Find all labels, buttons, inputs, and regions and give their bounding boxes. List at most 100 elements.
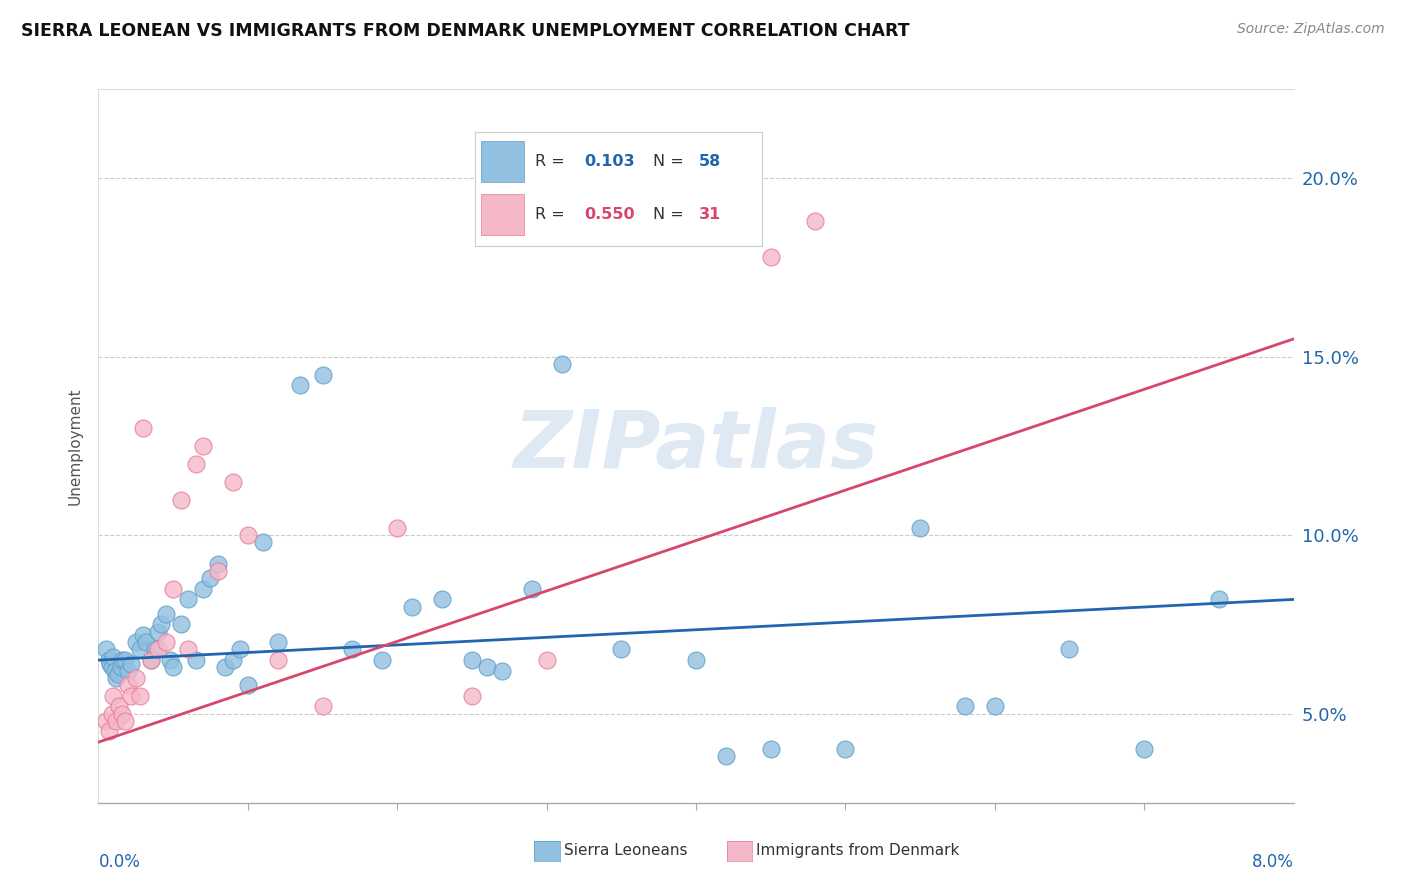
Point [184, 653, 207, 667]
Text: Immigrants from Denmark: Immigrants from Denmark [756, 844, 960, 858]
Point [139, 653, 162, 667]
Point [129, 642, 152, 657]
Text: N =: N = [652, 207, 689, 222]
Point [148, 642, 170, 657]
Point [120, 689, 142, 703]
Point [132, 421, 155, 435]
Point [491, 664, 513, 678]
Point [222, 475, 245, 489]
Point [461, 689, 484, 703]
Point [953, 699, 976, 714]
Text: SIERRA LEONEAN VS IMMIGRANTS FROM DENMARK UNEMPLOYMENT CORRELATION CHART: SIERRA LEONEAN VS IMMIGRANTS FROM DENMAR… [21, 22, 910, 40]
Text: 0.103: 0.103 [583, 154, 634, 169]
Point [311, 368, 333, 382]
Point [129, 689, 152, 703]
Point [114, 653, 136, 667]
Text: 0.550: 0.550 [583, 207, 634, 222]
Text: N =: N = [652, 154, 689, 169]
Point [401, 599, 423, 614]
Point [475, 660, 498, 674]
Point [236, 528, 259, 542]
Point [184, 457, 207, 471]
Point [267, 635, 290, 649]
Point [132, 628, 155, 642]
Point [169, 617, 191, 632]
Point [236, 678, 259, 692]
Point [191, 582, 214, 596]
Point [207, 557, 229, 571]
Point [111, 653, 134, 667]
Y-axis label: Unemployment: Unemployment [67, 387, 83, 505]
Point [105, 671, 128, 685]
Point [214, 660, 236, 674]
Point [685, 653, 707, 667]
Point [97, 653, 120, 667]
Point [267, 653, 290, 667]
Point [150, 617, 173, 632]
Point [108, 699, 131, 714]
Point [162, 660, 184, 674]
Text: 8.0%: 8.0% [1251, 853, 1294, 871]
Point [107, 667, 129, 681]
Point [101, 706, 124, 721]
Point [908, 521, 931, 535]
Point [311, 699, 333, 714]
Point [229, 642, 252, 657]
Text: R =: R = [536, 154, 569, 169]
Text: Source: ZipAtlas.com: Source: ZipAtlas.com [1237, 22, 1385, 37]
Bar [481, 141, 523, 182]
Point [520, 582, 543, 596]
Text: R =: R = [536, 207, 569, 222]
Point [104, 664, 127, 678]
Point [461, 653, 484, 667]
Point [177, 592, 200, 607]
Text: 58: 58 [699, 154, 721, 169]
Point [207, 564, 229, 578]
Text: ZIPatlas: ZIPatlas [513, 407, 879, 485]
Point [804, 214, 827, 228]
Point [759, 742, 782, 756]
Point [148, 624, 170, 639]
Point [103, 649, 125, 664]
Point [342, 642, 364, 657]
Point [177, 642, 200, 657]
Point [430, 592, 453, 607]
Point [125, 635, 148, 649]
Point [252, 535, 274, 549]
Point [610, 642, 633, 657]
Text: Sierra Leoneans: Sierra Leoneans [564, 844, 688, 858]
Point [385, 521, 409, 535]
Text: 0.0%: 0.0% [98, 853, 141, 871]
Text: 31: 31 [699, 207, 721, 222]
Point [101, 660, 124, 674]
Point [110, 660, 132, 674]
Point [288, 378, 311, 392]
Point [139, 653, 162, 667]
Point [94, 642, 117, 657]
Point [143, 642, 166, 657]
Point [191, 439, 214, 453]
Point [159, 653, 181, 667]
Point [371, 653, 394, 667]
Point [222, 653, 245, 667]
Point [1059, 642, 1081, 657]
Point [714, 749, 737, 764]
Point [155, 607, 177, 621]
Point [536, 653, 558, 667]
Point [98, 657, 122, 671]
Point [162, 582, 184, 596]
Point [1133, 742, 1156, 756]
Point [111, 706, 134, 721]
Point [200, 571, 222, 585]
Point [120, 657, 142, 671]
Point [117, 678, 139, 692]
Point [1208, 592, 1230, 607]
Point [135, 635, 157, 649]
Point [105, 714, 128, 728]
Point [155, 635, 177, 649]
Point [125, 671, 148, 685]
Point [834, 742, 856, 756]
Point [550, 357, 572, 371]
Bar [481, 194, 523, 235]
Point [94, 714, 117, 728]
